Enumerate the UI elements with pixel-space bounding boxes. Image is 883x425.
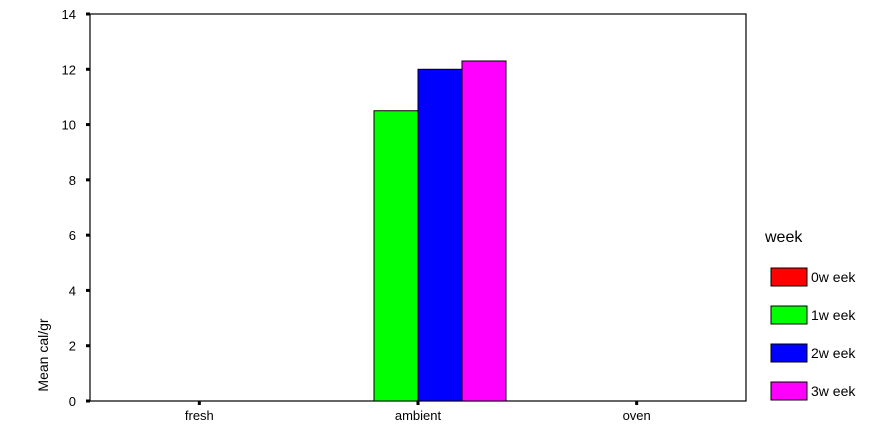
x-axis: fresh ambient oven [185, 401, 651, 423]
y-tick-label: 0 [69, 394, 76, 409]
legend-swatch [770, 305, 808, 325]
y-tick-label: 2 [69, 339, 76, 354]
bar [373, 110, 419, 402]
legend-label: 1w eek [811, 307, 856, 323]
legend-swatch [770, 381, 808, 401]
y-tick-label: 6 [69, 228, 76, 243]
y-axis-title: Mean cal/gr [35, 318, 51, 391]
bars [373, 60, 507, 402]
y-tick-label: 10 [62, 118, 76, 133]
x-tick-label: fresh [185, 408, 214, 423]
x-tick-label: ambient [395, 408, 442, 423]
y-tick-label: 14 [62, 7, 76, 22]
legend-title: week [764, 229, 803, 246]
y-tick-label: 12 [62, 62, 76, 77]
y-tick-label: 4 [69, 283, 76, 298]
legend-label: 0w eek [811, 269, 856, 285]
legend-swatch [770, 267, 808, 287]
legend: week 0w eek 1w eek 2w eek 3w eek [764, 229, 856, 401]
legend-label: 3w eek [811, 383, 856, 399]
bar [461, 60, 507, 402]
y-tick-label: 8 [69, 173, 76, 188]
legend-swatch [770, 343, 808, 363]
x-tick-label: oven [623, 408, 651, 423]
y-axis: 0 2 4 6 8 10 12 14 [62, 7, 90, 409]
legend-label: 2w eek [811, 345, 856, 361]
bar [417, 68, 463, 402]
